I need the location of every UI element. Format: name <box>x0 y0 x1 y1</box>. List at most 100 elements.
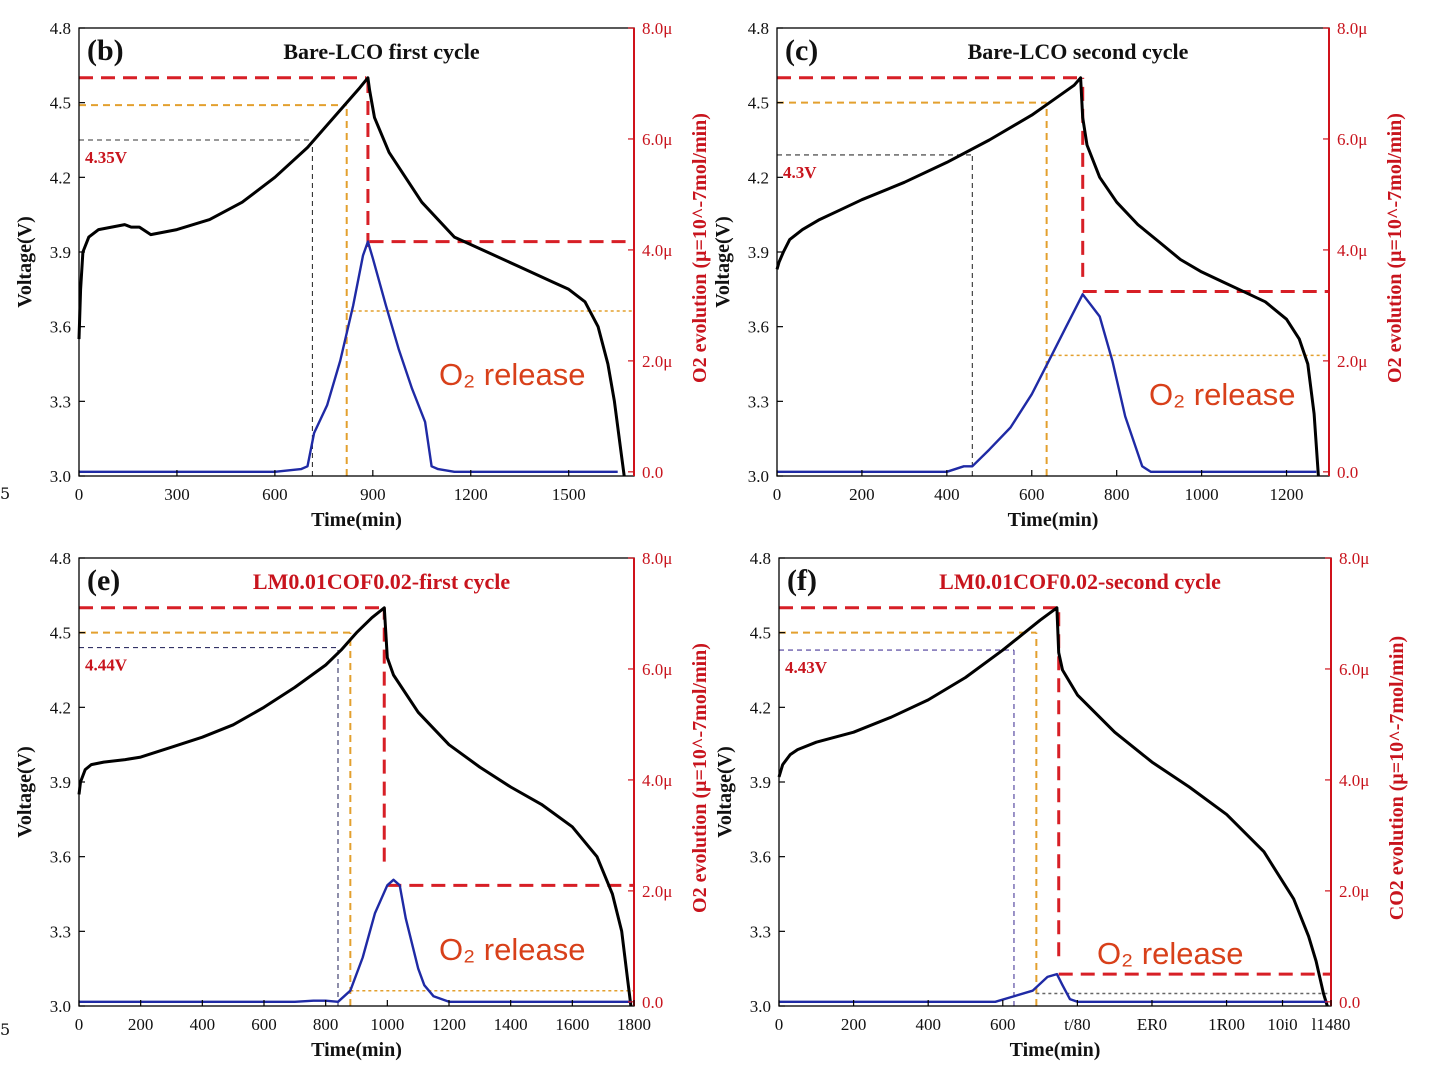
x-tick-label: 400 <box>915 1015 941 1034</box>
o2-release-label: O₂ release <box>1149 377 1295 412</box>
y2-tick-label: 6.0μ <box>1337 130 1367 149</box>
x-tick-label: 1000 <box>1185 485 1219 504</box>
y2-tick-label: 2.0μ <box>642 882 672 901</box>
y-tick-label: 3.3 <box>748 392 769 411</box>
y-tick-label: 4.2 <box>748 168 769 187</box>
plot-frame <box>78 27 635 477</box>
y2-tick-label: 6.0μ <box>642 660 672 679</box>
x-tick-label: 1400 <box>494 1015 528 1034</box>
y2-axis-title: CO2 evolution (μ=10^-7mol/min) <box>1386 636 1408 920</box>
chart-title: Bare-LCO first cycle <box>283 39 480 64</box>
y2-tick-label: 2.0μ <box>642 352 672 371</box>
x-tick-label: 600 <box>1019 485 1045 504</box>
panel-label: (b) <box>87 34 124 67</box>
o2-series-line <box>779 972 1328 1003</box>
y-tick-label: 4.8 <box>750 549 771 568</box>
y2-tick-label: 2.0μ <box>1339 882 1369 901</box>
voltage-series-line <box>77 76 626 477</box>
y-tick-label: 3.9 <box>50 243 71 262</box>
voltage-annotation: 4.44V <box>85 656 128 675</box>
y2-tick-label: 2.0μ <box>1337 352 1367 371</box>
panel-f: 3.0 3.3 3.6 3.9 4.2 4.5 4.8 0.0 2.0μ 4.0μ 6.0μ 8.0μ… <box>714 549 1408 1061</box>
y-tick-label: 4.5 <box>748 94 769 113</box>
y-tick-label: 3.0 <box>50 997 71 1016</box>
y-tick-label: 4.5 <box>50 94 71 113</box>
y-tick-label: 3.0 <box>50 467 71 486</box>
y2-tick-label: 8.0μ <box>642 19 672 38</box>
y2-tick-label: 0.0 <box>642 463 663 482</box>
chart-title: LM0.01COF0.02-second cycle <box>939 569 1221 594</box>
chart-title: LM0.01COF0.02-first cycle <box>253 569 510 594</box>
panel-label: (c) <box>785 34 818 67</box>
o2-release-label: O₂ release <box>439 932 585 967</box>
panel-b: 3.0 3.3 3.6 3.9 4.2 4.5 4.8 0.0 2.0μ 4.0μ 6.0μ 8.0μ… <box>14 19 711 531</box>
x-tick-label: 600 <box>262 485 288 504</box>
x-tick-label: 900 <box>360 485 386 504</box>
x-tick-label: 800 <box>313 1015 339 1034</box>
panel-label: (f) <box>787 564 817 597</box>
stray-label-top: 5 <box>0 484 11 503</box>
y-tick-label: 3.3 <box>50 922 71 941</box>
o2-release-label: O₂ release <box>1097 936 1243 971</box>
y2-tick-label: 4.0μ <box>642 771 672 790</box>
x-tick-label: 0 <box>75 485 84 504</box>
x-tick-label: 1200 <box>1270 485 1304 504</box>
y2-tick-label: 4.0μ <box>1339 771 1369 790</box>
y-axis-title: Voltage(V) <box>712 216 734 307</box>
y2-axis-title: O2 evolution (μ=10^-7mol/min) <box>689 643 711 913</box>
y-tick-label: 3.0 <box>750 997 771 1016</box>
y2-tick-label: 6.0μ <box>642 130 672 149</box>
voltage-series-line <box>775 76 1320 477</box>
y2-tick-label: 8.0μ <box>642 549 672 568</box>
y2-tick-label: 4.0μ <box>1337 241 1367 260</box>
y2-tick-label: 8.0μ <box>1337 19 1367 38</box>
x-tick-label: 0 <box>75 1015 84 1034</box>
x-tick-label: 1000 <box>370 1015 404 1034</box>
o2-series-line <box>79 240 618 473</box>
y-tick-label: 3.9 <box>50 773 71 792</box>
x-tick-label: 1600 <box>555 1015 589 1034</box>
x-tick-label: 600 <box>990 1015 1016 1034</box>
y2-tick-label: 0.0 <box>642 993 663 1012</box>
y2-axis-title: O2 evolution (μ=10^-7mol/min) <box>689 113 711 383</box>
x-tick-label: 200 <box>849 485 875 504</box>
y-tick-label: 4.8 <box>50 19 71 38</box>
y-tick-label: 3.9 <box>750 773 771 792</box>
y-axis-title: Voltage(V) <box>14 216 36 307</box>
y-tick-label: 3.3 <box>50 392 71 411</box>
y2-tick-label: 6.0μ <box>1339 660 1369 679</box>
y-tick-label: 4.8 <box>50 549 71 568</box>
y-tick-label: 3.6 <box>50 848 71 867</box>
x-tick-label: 600 <box>251 1015 277 1034</box>
x-tick-label: 200 <box>841 1015 867 1034</box>
x-tick-label: l1480 <box>1312 1015 1351 1034</box>
x-tick-label: 1800 <box>617 1015 651 1034</box>
x-axis-title: Time(min) <box>311 509 402 531</box>
y-axis-title: Voltage(V) <box>14 746 36 837</box>
y-tick-label: 4.2 <box>750 698 771 717</box>
stray-label-bottom: 5 <box>0 1020 11 1039</box>
y-axis-title: Voltage(V) <box>714 746 736 837</box>
panel-label: (e) <box>87 564 120 597</box>
panel-c: 3.0 3.3 3.6 3.9 4.2 4.5 4.8 0.0 2.0μ 4.0μ 6.0μ 8.0μ… <box>712 19 1406 531</box>
y-tick-label: 3.3 <box>750 922 771 941</box>
x-tick-label: ER0 <box>1137 1015 1167 1034</box>
chart-title: Bare-LCO second cycle <box>968 39 1189 64</box>
y-tick-label: 4.5 <box>50 624 71 643</box>
y-tick-label: 4.5 <box>750 624 771 643</box>
y-tick-label: 4.8 <box>748 19 769 38</box>
plot-frame <box>778 557 1332 1007</box>
y2-tick-label: 0.0 <box>1339 993 1360 1012</box>
y-tick-label: 4.2 <box>50 698 71 717</box>
x-axis-title: Time(min) <box>311 1039 402 1061</box>
x-tick-label: 1200 <box>432 1015 466 1034</box>
x-tick-label: 1500 <box>552 485 586 504</box>
o2-release-label: O₂ release <box>439 357 585 392</box>
x-tick-label: 300 <box>164 485 190 504</box>
y2-tick-label: 4.0μ <box>642 241 672 260</box>
y2-tick-label: 8.0μ <box>1339 549 1369 568</box>
x-tick-label: 1200 <box>454 485 488 504</box>
x-tick-label: 1R00 <box>1208 1015 1245 1034</box>
y-tick-label: 4.2 <box>50 168 71 187</box>
